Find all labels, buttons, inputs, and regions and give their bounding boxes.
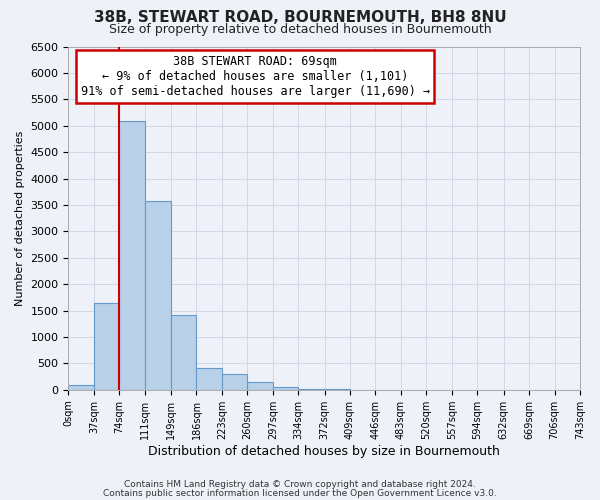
Bar bbox=[222, 374, 247, 390]
X-axis label: Distribution of detached houses by size in Bournemouth: Distribution of detached houses by size … bbox=[148, 444, 500, 458]
Bar bbox=[94, 302, 119, 390]
Bar bbox=[273, 386, 298, 390]
Bar bbox=[68, 386, 94, 390]
Bar bbox=[119, 122, 145, 390]
Text: Size of property relative to detached houses in Bournemouth: Size of property relative to detached ho… bbox=[109, 22, 491, 36]
Bar bbox=[145, 200, 171, 390]
Bar bbox=[196, 368, 222, 390]
Text: Contains public sector information licensed under the Open Government Licence v3: Contains public sector information licen… bbox=[103, 488, 497, 498]
Bar bbox=[247, 382, 273, 390]
Y-axis label: Number of detached properties: Number of detached properties bbox=[15, 130, 25, 306]
Text: 38B, STEWART ROAD, BOURNEMOUTH, BH8 8NU: 38B, STEWART ROAD, BOURNEMOUTH, BH8 8NU bbox=[94, 10, 506, 25]
Bar bbox=[171, 314, 196, 390]
Text: Contains HM Land Registry data © Crown copyright and database right 2024.: Contains HM Land Registry data © Crown c… bbox=[124, 480, 476, 489]
Text: 38B STEWART ROAD: 69sqm
← 9% of detached houses are smaller (1,101)
91% of semi-: 38B STEWART ROAD: 69sqm ← 9% of detached… bbox=[80, 55, 430, 98]
Bar bbox=[298, 389, 325, 390]
